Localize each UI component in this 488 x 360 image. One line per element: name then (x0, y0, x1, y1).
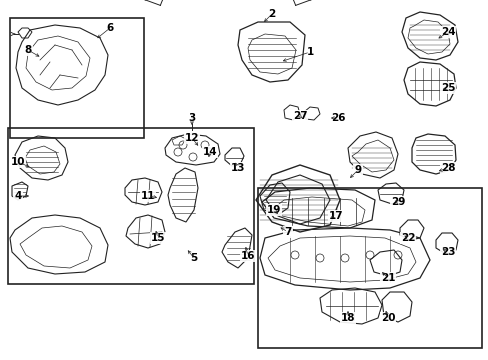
Text: 27: 27 (292, 111, 306, 121)
Text: 22: 22 (400, 233, 414, 243)
Text: 23: 23 (440, 247, 454, 257)
Text: 7: 7 (284, 227, 291, 237)
Text: 12: 12 (184, 133, 199, 143)
Text: 5: 5 (190, 253, 197, 263)
Text: 29: 29 (390, 197, 405, 207)
Text: 18: 18 (340, 313, 354, 323)
Text: 13: 13 (230, 163, 245, 173)
Text: 25: 25 (440, 83, 454, 93)
Text: 16: 16 (240, 251, 255, 261)
Text: 26: 26 (330, 113, 345, 123)
Text: 9: 9 (354, 165, 361, 175)
Text: 15: 15 (150, 233, 165, 243)
Text: 24: 24 (440, 27, 454, 37)
Text: 8: 8 (24, 45, 32, 55)
Text: 20: 20 (380, 313, 394, 323)
Text: 17: 17 (328, 211, 343, 221)
Text: 28: 28 (440, 163, 454, 173)
Text: 14: 14 (202, 147, 217, 157)
Text: 2: 2 (268, 9, 275, 19)
Text: 1: 1 (306, 47, 313, 57)
Text: 6: 6 (106, 23, 113, 33)
Text: 3: 3 (188, 113, 195, 123)
Text: 19: 19 (266, 205, 281, 215)
Text: 10: 10 (11, 157, 25, 167)
Text: 21: 21 (380, 273, 394, 283)
Text: 11: 11 (141, 191, 155, 201)
Text: 4: 4 (14, 191, 21, 201)
